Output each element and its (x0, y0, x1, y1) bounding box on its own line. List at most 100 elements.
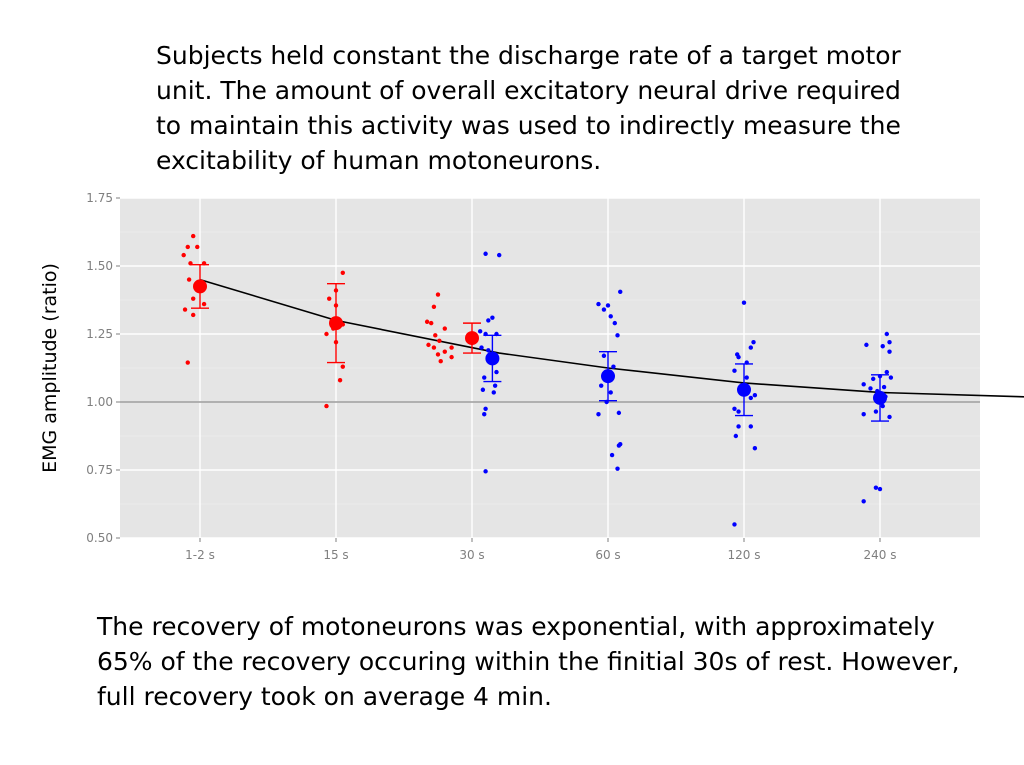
caption-bottom: The recovery of motoneurons was exponent… (97, 612, 960, 711)
x-tick-label: 1-2 s (185, 548, 215, 562)
data-point (601, 307, 607, 312)
data-point (608, 390, 613, 395)
data-point (612, 320, 617, 326)
data-point (424, 319, 430, 324)
data-point (741, 300, 747, 305)
data-point (337, 378, 343, 383)
data-point (435, 352, 441, 357)
data-point (324, 331, 329, 337)
data-point (483, 251, 488, 256)
data-point (191, 233, 196, 239)
data-point (887, 414, 892, 420)
data-point (438, 359, 443, 364)
data-point (492, 383, 498, 388)
data-point (494, 369, 499, 375)
data-point (497, 252, 502, 258)
data-point (751, 339, 756, 345)
data-point (871, 376, 876, 382)
data-point (601, 353, 607, 358)
data-point (596, 412, 601, 417)
data-point (185, 244, 190, 250)
mean-markers (191, 263, 889, 422)
data-point (748, 424, 753, 429)
data-point (605, 303, 611, 308)
data-point (861, 382, 866, 387)
y-axis-title: EMG amplitude (ratio) (39, 263, 61, 473)
data-point (482, 412, 487, 417)
mean-marker (873, 390, 887, 405)
data-point (195, 244, 200, 250)
data-point (435, 292, 441, 297)
data-point (491, 390, 496, 395)
data-point (732, 522, 737, 527)
data-point (880, 344, 885, 349)
data-point (191, 312, 196, 318)
data-point (483, 469, 488, 474)
data-point (191, 296, 196, 301)
data-point (426, 342, 431, 348)
data-point (864, 342, 869, 348)
data-point (437, 338, 442, 343)
fit-curve (199, 278, 1024, 398)
data-point (732, 406, 737, 411)
data-point (596, 301, 601, 307)
data-point (182, 307, 188, 312)
data-point (732, 368, 737, 373)
data-point (482, 375, 487, 380)
data-point (616, 443, 622, 448)
y-tick-label: 1.75 (86, 191, 113, 205)
data-point (736, 424, 741, 429)
data-point (340, 270, 345, 275)
y-tick-label: 1.25 (86, 327, 113, 341)
x-tick-label: 60 s (595, 548, 620, 562)
emg-recovery-chart: 0.50 0.75 1.00 1.25 1.50 1.75 1-2 s 15 s 30 s 60 … (39, 191, 1024, 562)
x-tick-label: 15 s (323, 548, 348, 562)
data-point (877, 486, 883, 492)
individual-points (181, 233, 894, 527)
data-point (608, 314, 613, 319)
data-point (880, 403, 885, 409)
x-tick-label: 240 s (864, 548, 897, 562)
data-point (868, 386, 873, 391)
x-tick-label: 30 s (459, 548, 484, 562)
data-point (340, 364, 345, 369)
data-point (431, 345, 437, 350)
mean-marker (465, 331, 479, 346)
y-tick-label: 0.75 (86, 463, 113, 477)
data-point (887, 349, 892, 354)
data-point (486, 348, 491, 353)
y-tick-label: 0.50 (86, 531, 113, 545)
data-point (748, 395, 753, 401)
data-point (884, 331, 889, 337)
fit-curve-layer (199, 278, 1024, 398)
data-point (483, 406, 488, 411)
data-point (185, 360, 190, 365)
x-tick-label: 120 s (728, 548, 761, 562)
data-point (449, 345, 454, 350)
data-point (887, 339, 892, 345)
data-point (744, 375, 749, 380)
data-point (736, 354, 741, 360)
data-point (181, 252, 186, 258)
data-point (477, 329, 483, 334)
data-point (479, 345, 484, 350)
data-point (873, 409, 879, 414)
data-point (615, 466, 620, 471)
data-point (324, 403, 329, 409)
axes: 0.50 0.75 1.00 1.25 1.50 1.75 1-2 s 15 s 30 s 60 … (86, 191, 896, 562)
mean-marker (193, 279, 207, 294)
data-point (736, 409, 741, 414)
mean-marker (329, 316, 343, 331)
mean-marker (737, 382, 751, 397)
data-point (431, 304, 437, 309)
caption-top: Subjects held constant the discharge rat… (156, 41, 901, 175)
data-point (618, 289, 623, 295)
data-point (429, 320, 434, 326)
data-point (490, 315, 495, 320)
data-point (861, 499, 866, 504)
data-point (733, 433, 739, 439)
y-tick-label: 1.00 (86, 395, 113, 409)
data-point (201, 301, 207, 307)
data-point (888, 375, 894, 380)
data-point (748, 345, 753, 350)
